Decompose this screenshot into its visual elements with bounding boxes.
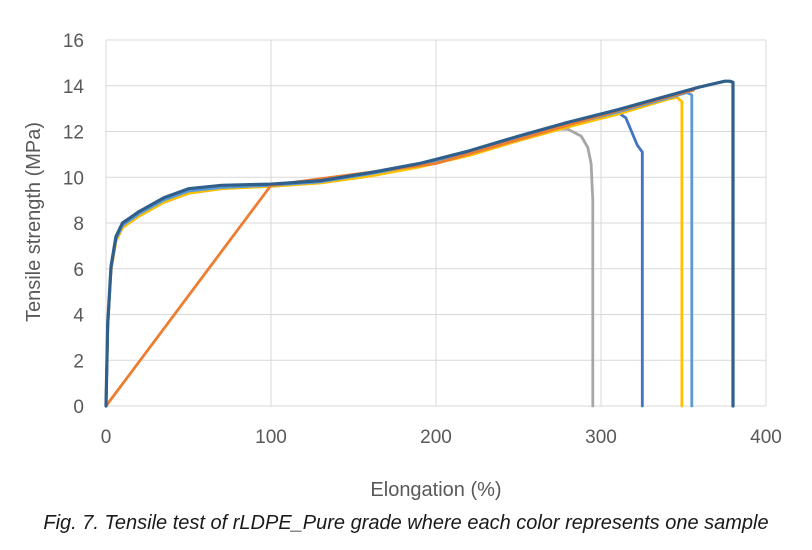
tensile-chart: 0 2 4 6 8 10 12 14 16 0 100 200 300 400 Elongation (%… bbox=[23, 31, 782, 501]
grid-lines bbox=[105, 39, 767, 407]
y-tick-label: 0 bbox=[73, 397, 84, 418]
y-tick-label: 12 bbox=[63, 123, 84, 144]
y-tick-label: 14 bbox=[63, 77, 85, 98]
tick-labels: 0 2 4 6 8 10 12 14 16 0 100 200 300 400 bbox=[63, 31, 782, 448]
x-tick-label: 400 bbox=[750, 427, 782, 448]
y-tick-label: 10 bbox=[63, 168, 84, 189]
x-tick-label: 100 bbox=[255, 427, 287, 448]
y-tick-label: 16 bbox=[63, 31, 84, 52]
y-tick-label: 8 bbox=[73, 214, 84, 235]
figure-caption: Fig. 7. Tensile test of rLDPE_Pure grade… bbox=[43, 512, 769, 534]
y-tick-label: 6 bbox=[73, 260, 84, 281]
series-line-3 bbox=[104, 95, 684, 408]
series-line-2 bbox=[104, 110, 644, 408]
x-tick-label: 300 bbox=[585, 427, 617, 448]
y-tick-label: 4 bbox=[73, 306, 84, 327]
series-layer bbox=[104, 79, 735, 408]
x-tick-label: 200 bbox=[420, 427, 452, 448]
series-line-5 bbox=[104, 88, 695, 408]
x-tick-label: 0 bbox=[101, 427, 112, 448]
series-line-1 bbox=[104, 127, 595, 408]
series-line-4 bbox=[104, 91, 694, 408]
y-tick-label: 2 bbox=[73, 351, 84, 372]
y-axis-label: Tensile strength (MPa) bbox=[23, 122, 45, 322]
x-axis-label: Elongation (%) bbox=[370, 479, 501, 501]
series-line-6 bbox=[104, 79, 735, 408]
